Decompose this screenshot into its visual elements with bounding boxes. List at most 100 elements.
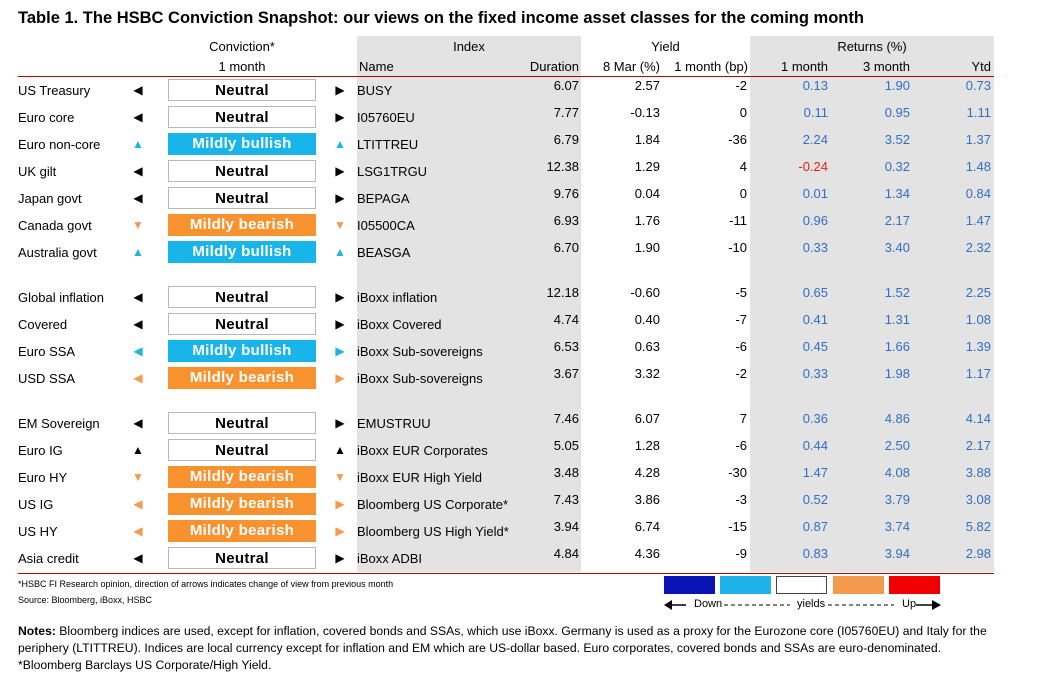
table-row: EM Sovereign ◀ Neutral ▶ EMUSTRUU 7.46 6.07 7 0.… <box>0 411 1045 437</box>
return-3m: 4.86 <box>884 411 910 426</box>
conviction-badge: Mildly bearish <box>168 367 316 389</box>
notes-text: Bloomberg indices are used, except for i… <box>18 624 987 655</box>
return-3m: 1.52 <box>884 285 910 300</box>
legend-left-arrow-icon <box>664 600 672 610</box>
return-ytd: 3.08 <box>965 492 991 507</box>
footnote-source: Source: Bloomberg, iBoxx, HSBC <box>18 595 153 605</box>
legend-yields-label: yields <box>797 598 826 610</box>
return-1m: 0.65 <box>802 285 828 300</box>
return-ytd: 0.84 <box>965 186 991 201</box>
footnote-opinion: *HSBC FI Research opinion, direction of … <box>18 579 394 589</box>
right-arrow-icon: ▶ <box>335 191 345 205</box>
index-name: Bloomberg US Corporate* <box>357 497 509 512</box>
asset-class: EM Sovereign <box>18 416 100 431</box>
header-rule <box>18 76 994 77</box>
up-arrow-icon: ▲ <box>132 443 144 457</box>
return-ytd: 1.39 <box>965 339 991 354</box>
yield-1m-change: -7 <box>735 312 747 327</box>
notes-label: Notes: <box>18 624 56 638</box>
header-ret-ytd: Ytd <box>971 59 991 74</box>
index-name: iBoxx inflation <box>357 290 438 305</box>
index-name: EMUSTRUU <box>357 416 431 431</box>
up-arrow-icon: ▲ <box>334 245 346 259</box>
return-3m: 1.90 <box>884 78 910 93</box>
header-conviction: Conviction* <box>209 39 275 54</box>
return-1m: 0.52 <box>802 492 828 507</box>
yield-1m-change: 0 <box>739 105 747 120</box>
duration: 7.77 <box>553 105 579 120</box>
right-arrow-icon: ▶ <box>335 83 345 97</box>
return-1m: 0.36 <box>802 411 828 426</box>
right-arrow-icon: ▶ <box>335 416 345 430</box>
yield-1m-change: 4 <box>739 159 747 174</box>
conviction-badge: Mildly bearish <box>168 466 316 488</box>
index-name: BEASGA <box>357 245 411 260</box>
table-row: UK gilt ◀ Neutral ▶ LSG1TRGU 12.38 1.29 4 -0.24 0… <box>0 159 1045 185</box>
yield-8mar: 1.28 <box>634 438 660 453</box>
header-yield-1m: 1 month (bp) <box>674 59 748 74</box>
yield-8mar: 0.04 <box>634 186 660 201</box>
asset-class: Australia govt <box>18 245 97 260</box>
index-name: iBoxx EUR High Yield <box>357 470 482 485</box>
yield-1m-change: -2 <box>735 366 747 381</box>
return-3m: 1.66 <box>884 339 910 354</box>
return-ytd: 1.11 <box>966 105 991 120</box>
left-arrow-icon: ◀ <box>133 416 143 430</box>
duration: 3.94 <box>553 519 579 534</box>
header-yield: Yield <box>651 39 680 54</box>
legend-down-label: Down <box>694 598 723 610</box>
header-yield-8mar: 8 Mar (%) <box>602 59 660 74</box>
header-index: Index <box>453 39 485 54</box>
return-3m: 1.34 <box>884 186 910 201</box>
return-3m: 3.52 <box>884 132 910 147</box>
asset-class: Euro non-core <box>18 137 101 152</box>
yield-1m-change: 0 <box>739 186 747 201</box>
return-ytd: 1.08 <box>965 312 991 327</box>
left-arrow-icon: ◀ <box>133 344 143 358</box>
notes-footer: *Bloomberg Barclays US Corporate/High Yi… <box>18 658 272 672</box>
return-3m: 3.74 <box>884 519 910 534</box>
right-arrow-icon: ▶ <box>335 344 345 358</box>
return-3m: 3.40 <box>884 240 910 255</box>
table-row: Asia credit ◀ Neutral ▶ iBoxx ADBI 4.84 4.36 -9… <box>0 546 1045 572</box>
right-arrow-icon: ▶ <box>335 551 345 565</box>
table-row: Euro core ◀ Neutral ▶ I05760EU 7.77 -0.13 0 0.11… <box>0 105 1045 131</box>
asset-class: Euro HY <box>18 470 68 485</box>
return-1m: 0.87 <box>802 519 828 534</box>
header-conviction-sub: 1 month <box>218 59 266 74</box>
index-column-shade <box>357 36 581 572</box>
table-row: USD SSA ◀ Mildly bearish ▶ iBoxx Sub-soverei… <box>0 366 1045 392</box>
duration: 6.70 <box>553 240 579 255</box>
legend-swatch-dark-blue <box>664 576 715 594</box>
return-ytd: 1.17 <box>965 366 991 381</box>
yield-1m-change: -15 <box>728 519 747 534</box>
table-row: Euro HY ▼ Mildly bearish ▼ iBoxx EUR High Yi… <box>0 465 1045 491</box>
left-arrow-icon: ◀ <box>133 551 143 565</box>
legend-right-arrow-icon <box>932 600 941 610</box>
table-row: Global inflation ◀ Neutral ▶ iBoxx inflation… <box>0 285 1045 311</box>
legend-arrows <box>664 600 941 610</box>
yield-8mar: 6.07 <box>634 411 660 426</box>
left-arrow-icon: ◀ <box>133 164 143 178</box>
return-3m: 0.32 <box>884 159 910 174</box>
legend-up-label: Up <box>902 598 917 610</box>
left-arrow-icon: ◀ <box>133 317 143 331</box>
yield-8mar: 1.90 <box>634 240 660 255</box>
yield-8mar: 0.40 <box>634 312 660 327</box>
yield-8mar: -0.60 <box>630 285 660 300</box>
asset-class: Euro IG <box>18 443 63 458</box>
conviction-badge: Mildly bullish <box>168 241 316 263</box>
return-ytd: 0.73 <box>965 78 991 93</box>
yield-1m-change: -5 <box>735 285 747 300</box>
return-1m: 0.11 <box>803 105 828 120</box>
conviction-badge: Neutral <box>168 187 316 209</box>
left-arrow-icon: ◀ <box>133 371 143 385</box>
left-arrow-icon: ◀ <box>133 497 143 511</box>
return-ytd: 1.37 <box>965 132 991 147</box>
duration: 6.07 <box>553 78 579 93</box>
conviction-badge: Neutral <box>168 412 316 434</box>
duration: 12.18 <box>546 285 579 300</box>
notes: Notes: Bloomberg indices are used, excep… <box>18 623 1018 674</box>
down-arrow-icon: ▼ <box>132 218 144 232</box>
yield-1m-change: -3 <box>735 492 747 507</box>
